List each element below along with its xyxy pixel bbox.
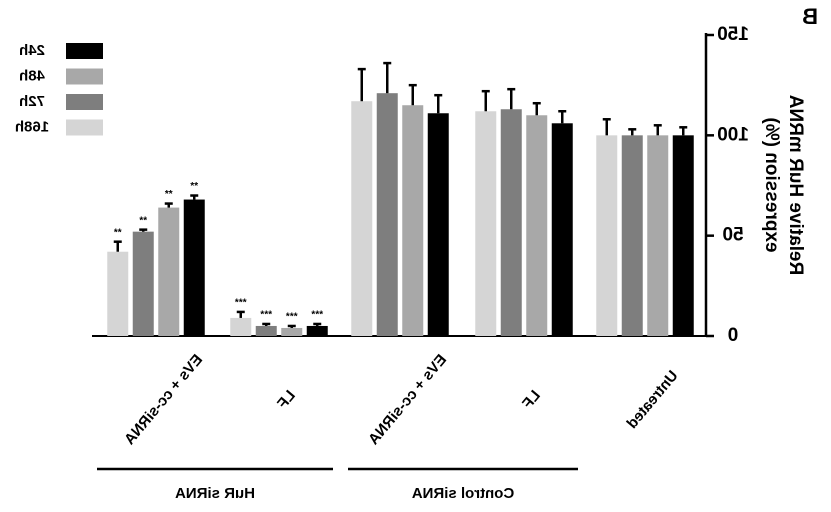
legend: 24h 48h 72h 168h [15,42,103,136]
significance-label: *** [260,310,272,321]
bar-72h [376,93,398,337]
bar-72h [500,109,522,336]
legend-label-24h: 24h [19,42,45,59]
category-label: EVs + cc-siRNA [365,351,450,448]
category-label: LF [274,387,299,412]
bar-24h [183,199,205,336]
bar-24h [672,135,694,336]
bar-48h [281,327,303,336]
significance-label: *** [235,298,247,309]
y-tick-label: 150 [717,24,749,45]
category-label: LF [519,387,544,412]
bar-168h [107,251,129,336]
bar-72h [132,231,154,336]
bar-48h [526,115,548,337]
bar-72h [621,135,643,336]
legend-swatch-72h [66,94,103,110]
significance-label: *** [311,310,323,321]
significance-label: ** [190,181,198,192]
bar-168h [230,317,252,336]
bar-48h [158,207,180,336]
y-tick-label: 0 [728,325,739,346]
y-tick-label: 100 [717,124,749,145]
bar-24h [306,325,328,336]
significance-label: *** [286,312,298,323]
panel-letter: B [802,4,818,29]
bar-72h [255,325,277,336]
group-label: HuR siRNA [175,485,255,502]
bar-168h [351,101,373,336]
legend-swatch-168h [66,119,103,136]
significance-label: ** [139,215,147,226]
bar-48h [402,105,424,336]
y-axis-title-line2: expression (%) [761,117,782,252]
y-tick-label: 50 [722,225,743,246]
bar-48h [647,135,669,336]
group-label: Control siRNA [412,485,515,502]
bar-series [107,61,694,337]
legend-label-72h: 72h [19,93,45,110]
bar-24h [551,123,573,336]
category-label: Untreated [624,367,682,432]
legend-swatch-24h [66,43,103,59]
bar-24h [427,113,449,336]
legend-label-48h: 48h [19,67,45,84]
legend-swatch-48h [66,68,103,85]
bar-168h [475,111,497,337]
category-label: EVs + cc-siRNA [121,351,206,448]
legend-label-168h: 168h [15,118,49,135]
significance-label: ** [165,189,173,200]
y-axis-title: Relative HuR mRNA [785,94,806,275]
bar-168h [596,135,618,336]
significance-label: ** [114,227,122,238]
